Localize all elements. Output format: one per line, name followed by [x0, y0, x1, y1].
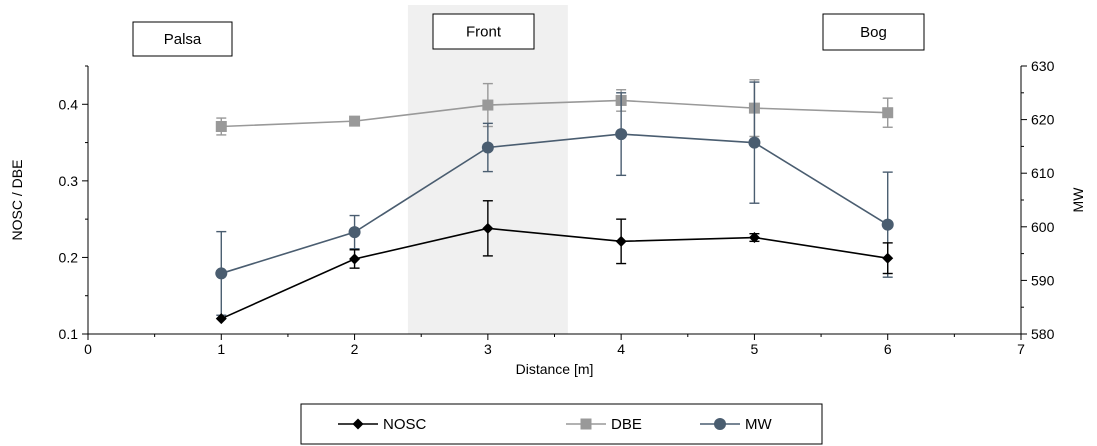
y-left-tick-label: 0.2 [59, 249, 79, 265]
region-box-bog [822, 13, 925, 51]
mw-point [215, 267, 228, 280]
legend-marker-mw [714, 418, 726, 430]
legend-label-mw: MW [745, 416, 772, 433]
dbe-point [482, 99, 494, 111]
legend-label-dbe: DBE [611, 416, 642, 433]
series-nosc [215, 200, 894, 325]
dbe-point [882, 107, 894, 119]
nosc-line [220, 227, 888, 320]
region-box-front [432, 13, 535, 50]
region-label: Front [466, 24, 502, 41]
y-left-tick-label: 0.1 [59, 326, 79, 342]
y-right-tick-label: 620 [1031, 112, 1055, 128]
nosc-point [882, 252, 894, 264]
y-right-tick-label: 590 [1031, 272, 1055, 288]
legend-marker-nosc [352, 418, 364, 430]
x-tick-label: 6 [884, 341, 892, 357]
mw-point [615, 128, 628, 141]
y-left-tick-label: 0.3 [59, 173, 79, 189]
nosc-point [215, 313, 227, 325]
legend-box [300, 403, 823, 445]
y-right-axis-title: MW [1070, 187, 1086, 213]
x-axis-title: Distance [m] [516, 361, 594, 377]
x-tick-label: 3 [484, 341, 492, 357]
x-tick-label: 0 [84, 341, 92, 357]
x-tick-label: 4 [617, 341, 625, 357]
nosc-point [482, 222, 494, 234]
y-left-tick-label: 0.4 [59, 96, 79, 112]
axes-layer: 0 1 2 3 4 5 6 7 0.1 0.2 0.3 0.4 580 590 600 610 620 630 Di… [9, 58, 1086, 377]
nosc-point [615, 235, 627, 247]
region-label: Palsa [164, 31, 202, 48]
y-right-tick-label: 610 [1031, 165, 1055, 181]
series-layer [215, 79, 894, 325]
mw-line [221, 133, 889, 275]
region-layer: Palsa Front Bog [132, 5, 925, 334]
dbe-point [215, 120, 227, 132]
dbe-point [349, 115, 361, 127]
mw-point [748, 136, 761, 149]
region-box-palsa [132, 21, 233, 57]
legend-label-nosc: NOSC [383, 416, 427, 433]
nosc-point [349, 253, 361, 265]
legend: NOSC DBE MW [300, 403, 823, 445]
x-tick-label: 5 [751, 341, 759, 357]
dbe-line [221, 99, 888, 128]
mw-point [481, 141, 494, 154]
y-right-tick-label: 600 [1031, 219, 1055, 235]
legend-marker-dbe [580, 418, 592, 430]
y-right-tick-label: 630 [1031, 58, 1055, 74]
y-right-tick-label: 580 [1031, 326, 1055, 342]
x-tick-label: 7 [1017, 341, 1025, 357]
y-left-axis-title: NOSC / DBE [9, 160, 25, 241]
nosc-point [748, 232, 760, 244]
x-tick-label: 1 [217, 341, 225, 357]
series-mw [215, 81, 894, 316]
mw-point [348, 226, 361, 239]
x-tick-label: 2 [351, 341, 359, 357]
region-label: Bog [860, 24, 887, 41]
mw-point [881, 218, 894, 231]
